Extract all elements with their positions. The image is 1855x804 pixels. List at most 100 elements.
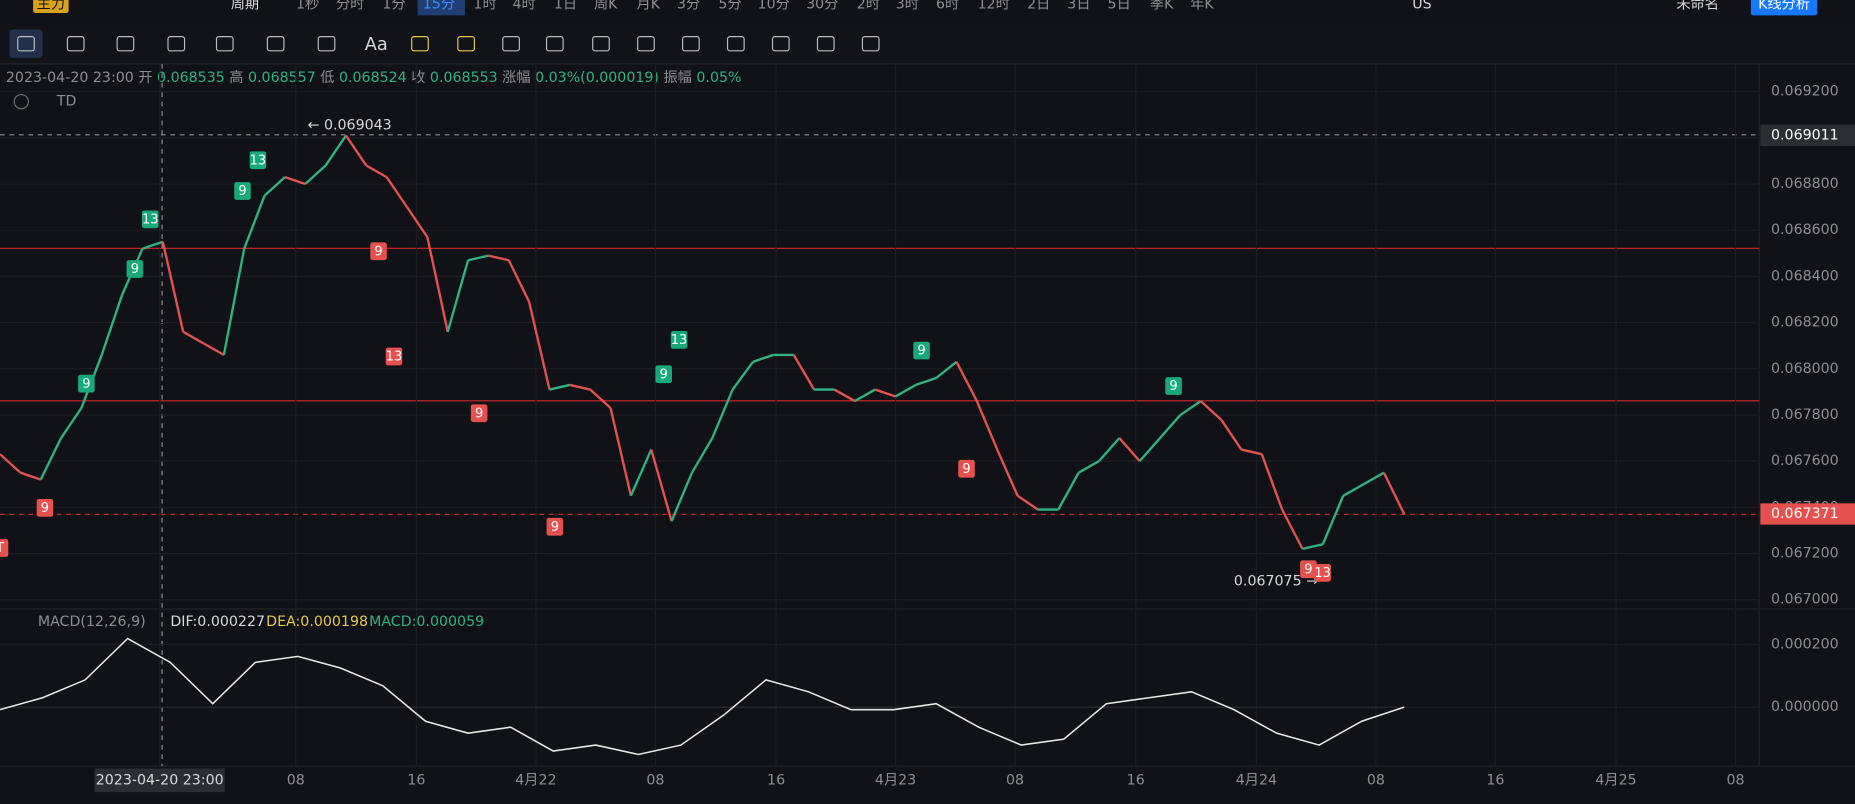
price-segment	[19, 471, 42, 481]
time-label: 08	[1367, 772, 1385, 788]
time-label: 08	[646, 772, 664, 788]
td-marker-label: 9	[131, 262, 139, 277]
period[interactable]: 季K	[1150, 0, 1174, 13]
info-line: 2023-04-20 23:00 开 0.068535 高 0.068557 低…	[6, 69, 742, 86]
period[interactable]: 4时	[512, 0, 535, 13]
price-segment	[670, 472, 694, 522]
top-right[interactable]: US	[1412, 0, 1431, 13]
period[interactable]: 1秒	[296, 0, 319, 13]
y-tick-label: 0.067000	[1771, 592, 1839, 608]
period[interactable]: 月K	[637, 0, 661, 13]
td-marker-label: 13	[1314, 566, 1331, 581]
price-segment	[1057, 472, 1080, 511]
price-segment	[304, 164, 327, 185]
period[interactable]: 周K	[594, 0, 618, 13]
tool-icon[interactable]	[215, 36, 234, 52]
tool-icon[interactable]	[771, 36, 790, 52]
high-annotation: ← 0.069043	[308, 117, 392, 133]
period[interactable]: 1时	[473, 0, 496, 13]
period[interactable]: 5日	[1108, 0, 1131, 13]
tool-icon[interactable]	[457, 36, 475, 52]
period[interactable]: 12时	[978, 0, 1010, 13]
price-segment	[0, 453, 22, 474]
tool-icon[interactable]	[116, 36, 135, 52]
td-marker-label: 9	[551, 520, 559, 535]
y-tick-label: 0.067600	[1771, 453, 1839, 469]
td-marker-label: 9	[1304, 562, 1312, 577]
time-label: 08	[1726, 772, 1744, 788]
td-marker-label: 9	[82, 377, 90, 392]
indicator-label: TD	[56, 94, 77, 110]
label: 高	[229, 69, 243, 86]
period[interactable]: 2时	[857, 0, 880, 13]
price-segment	[507, 259, 531, 303]
td-marker	[1300, 560, 1317, 579]
tool-icon[interactable]	[167, 36, 186, 52]
price-segment	[1220, 418, 1243, 451]
tool-icon[interactable]	[861, 36, 880, 52]
tool-icon[interactable]	[502, 36, 520, 52]
y-tick-label: 0.068000	[1771, 361, 1839, 377]
tool-icon[interactable]	[411, 36, 429, 52]
td-marker-label: 9	[660, 367, 668, 382]
y-tick-label: 0.067200	[1771, 545, 1839, 561]
time-label: 4月22	[515, 772, 556, 788]
tool-icon[interactable]	[726, 36, 745, 52]
period[interactable]: 1日	[554, 0, 577, 13]
value: 0.068553	[430, 70, 498, 86]
td-marker	[78, 374, 95, 393]
td-marker	[385, 347, 403, 366]
value: 0.05%	[696, 70, 741, 86]
period[interactable]: 2日	[1027, 0, 1050, 13]
period[interactable]: 3日	[1067, 0, 1090, 13]
y-tick-label: 0.068400	[1771, 268, 1839, 284]
tool-active[interactable]	[9, 29, 43, 58]
tool-icon[interactable]	[816, 36, 835, 52]
price-segment	[996, 449, 1019, 497]
td-marker	[670, 331, 688, 349]
tool-icon[interactable]: Aa	[365, 35, 388, 55]
price-segment	[589, 388, 612, 409]
tool-icon[interactable]	[317, 36, 336, 52]
tool-icon[interactable]	[66, 36, 85, 52]
price-segment	[243, 195, 266, 250]
tool-icon[interactable]	[682, 36, 700, 52]
tool-icon[interactable]	[592, 36, 610, 52]
label: 涨幅	[502, 70, 530, 86]
price-segment	[650, 449, 673, 522]
dif-label: DIF:0.000227	[170, 614, 265, 630]
time-label: 16	[767, 772, 785, 788]
td-marker-label: 13	[671, 333, 688, 348]
tool-icon[interactable]	[545, 36, 564, 52]
td-marker-label: 9	[1169, 379, 1177, 394]
period[interactable]: 3时	[896, 0, 919, 13]
price-segment	[690, 437, 714, 474]
y-tick-label: 0.000000	[1771, 699, 1839, 715]
period[interactable]: 分时	[336, 0, 364, 13]
collapse-icon[interactable]	[13, 93, 29, 110]
macd-label: MACD:0.000059	[369, 614, 484, 630]
period[interactable]: 6时	[936, 0, 959, 13]
period[interactable]: 15分	[423, 0, 455, 13]
tool-icon[interactable]	[637, 36, 655, 52]
td-marker	[958, 459, 975, 478]
period[interactable]: 年K	[1190, 0, 1214, 13]
tool-icon[interactable]	[266, 36, 285, 52]
period[interactable]: 5分	[718, 0, 741, 13]
price-segment	[1016, 494, 1039, 511]
price-segment	[955, 361, 978, 402]
period[interactable]: 10分	[758, 0, 790, 13]
price-segment	[833, 388, 856, 403]
top-label[interactable]: 周期	[231, 0, 259, 13]
value: 0.068535	[157, 70, 225, 86]
period[interactable]: 1分	[382, 0, 405, 13]
button[interactable]	[1750, 0, 1818, 16]
top-right[interactable]: 未命名	[1676, 0, 1719, 13]
tool-icon[interactable]	[17, 36, 35, 52]
td-marker	[36, 498, 54, 517]
period[interactable]: 3分	[677, 0, 700, 13]
period[interactable]: 30分	[806, 0, 838, 13]
price-segment	[365, 164, 388, 179]
td-marker	[0, 539, 9, 557]
